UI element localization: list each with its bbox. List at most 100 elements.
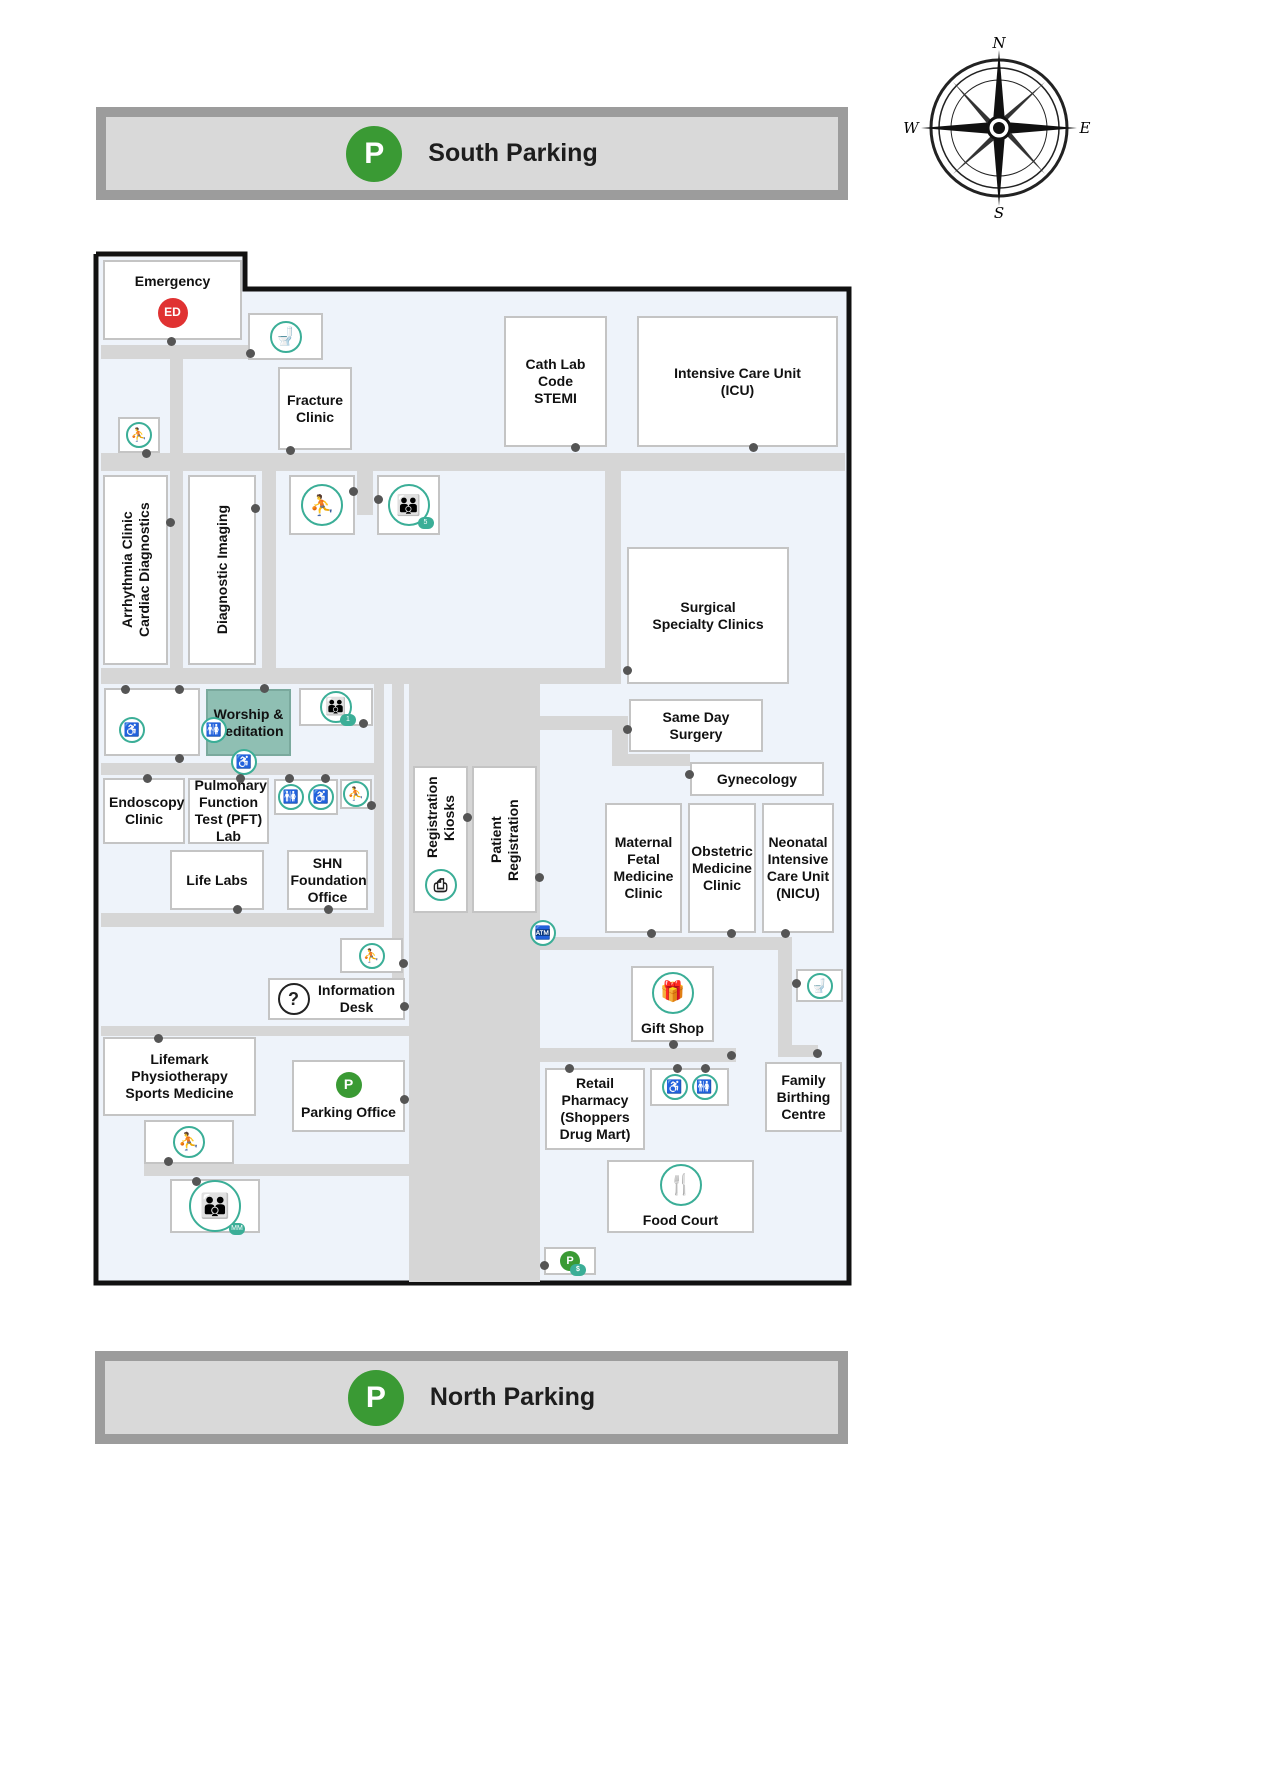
surgical-specialty-clinics[interactable]: Surgical Specialty Clinics xyxy=(627,547,789,684)
obstetric-label: Obstetric Medicine Clinic xyxy=(691,842,753,893)
accessible-icon: ♿ xyxy=(231,749,257,775)
north-parking-label: North Parking xyxy=(429,1383,596,1411)
building-outline xyxy=(93,251,852,1286)
patient-reg-label: Patient Registration xyxy=(487,798,521,881)
washroom-icon: 🚻 xyxy=(691,1074,718,1100)
atm-box[interactable]: 🏧 xyxy=(528,919,558,947)
compass-e: E xyxy=(1079,119,1091,137)
food-court[interactable]: 🍴 Food Court xyxy=(607,1160,754,1233)
worship-label: Worship & Meditation xyxy=(213,705,284,739)
shn-label: SHN Foundation Office xyxy=(290,854,367,905)
shn-foundation[interactable]: SHN Foundation Office xyxy=(287,850,368,910)
patient-registration[interactable]: Patient Registration xyxy=(472,766,537,913)
elevator-icon: 👪 1 xyxy=(320,691,356,726)
pft-lab[interactable]: Pulmonary Function Test (PFT) Lab xyxy=(188,777,269,844)
food-icon: 🍴 xyxy=(659,1164,702,1206)
parking-office[interactable]: P Parking Office xyxy=(292,1060,405,1132)
arrhythmia-label: Arrhythmia Clinic Cardiac Diagnostics xyxy=(118,502,152,638)
emergency-label: Emergency xyxy=(134,272,211,289)
obstetric-medicine[interactable]: Obstetric Medicine Clinic xyxy=(688,803,756,933)
atm-icon: 🏧 xyxy=(530,920,556,946)
stairs-icon: ⛹ xyxy=(126,422,152,448)
food-court-label: Food Court xyxy=(642,1212,719,1228)
emergency-room[interactable]: Emergency ED xyxy=(103,260,242,340)
imaging-label: Diagnostic Imaging xyxy=(213,505,230,635)
washroom-icon: 🚻 xyxy=(201,717,227,743)
maternal-fetal-medicine[interactable]: Maternal Fetal Medicine Clinic xyxy=(605,803,682,933)
washroom-cluster-west[interactable]: ♿ 🚻 ♿ xyxy=(104,688,257,775)
stairs-box-info[interactable]: ⛹ xyxy=(340,938,403,973)
diagnostic-imaging[interactable]: Diagnostic Imaging xyxy=(188,475,256,665)
parking-icon: P xyxy=(347,1369,404,1426)
nicu-label: Neonatal Intensive Care Unit (NICU) xyxy=(766,834,830,901)
surgical-label: Surgical Specialty Clinics xyxy=(652,598,764,632)
compass-n: N xyxy=(991,34,1006,52)
reg-kiosks-label: Registration Kiosks xyxy=(423,776,457,858)
south-parking: P South Parking xyxy=(96,107,848,200)
endoscopy-label: Endoscopy Clinic xyxy=(109,794,185,827)
info-desk-label: Information Desk xyxy=(318,982,395,1015)
cath-lab[interactable]: Cath Lab Code STEMI xyxy=(504,316,607,447)
fracture-clinic-label: Fracture Clinic xyxy=(286,391,344,425)
washroom-box-east[interactable]: 🚽 xyxy=(796,969,843,1002)
accessible-icon: ♿ xyxy=(119,717,145,743)
washroom-cluster-south[interactable]: ♿ 🚻 xyxy=(650,1068,729,1106)
stairs-box-mid[interactable]: ⛹ xyxy=(340,779,372,809)
accessible-icon: ♿ xyxy=(661,1074,688,1100)
pay-station-box[interactable]: P $ xyxy=(544,1247,596,1276)
washroom-icon: 🚽 xyxy=(806,972,833,999)
compass-s: S xyxy=(994,204,1004,222)
parking-office-icon: P xyxy=(335,1071,362,1098)
emergency-icon: ED xyxy=(157,297,188,328)
icu[interactable]: Intensive Care Unit (ICU) xyxy=(637,316,838,447)
fracture-clinic[interactable]: Fracture Clinic xyxy=(278,367,352,450)
washroom-cluster-mid[interactable]: 🚻 ♿ xyxy=(274,779,338,815)
south-parking-label: South Parking xyxy=(428,139,598,167)
information-desk[interactable]: ? Information Desk xyxy=(268,978,405,1020)
pft-label: Pulmonary Function Test (PFT) Lab xyxy=(194,777,267,844)
life-labs-label: Life Labs xyxy=(186,871,248,888)
parking-office-label: Parking Office xyxy=(301,1103,396,1120)
family-birthing-centre[interactable]: Family Birthing Centre xyxy=(765,1062,842,1132)
icu-label: Intensive Care Unit (ICU) xyxy=(674,364,801,398)
kiosk-icon: ⎙ xyxy=(424,869,457,901)
stairs-icon: ⛹ xyxy=(358,942,385,969)
cath-lab-label: Cath Lab Code STEMI xyxy=(525,356,586,406)
stairs-icon: ⛹ xyxy=(301,484,343,526)
elevator-box-mm[interactable]: 👪 MM xyxy=(170,1179,260,1235)
same-day-surgery[interactable]: Same Day Surgery xyxy=(629,699,763,752)
stairs-box-sw[interactable]: ⛹ xyxy=(144,1120,234,1164)
compass-rose: N S W E xyxy=(903,34,1091,222)
washroom-box-top[interactable]: 🚽 xyxy=(248,313,323,360)
maternal-label: Maternal Fetal Medicine Clinic xyxy=(613,834,674,901)
lifemark-physiotherapy[interactable]: Lifemark Physiotherapy Sports Medicine xyxy=(103,1037,256,1116)
elevator-icon: 👪 MM xyxy=(189,1180,245,1235)
pay-station-icon: P $ xyxy=(560,1251,586,1276)
info-icon: ? xyxy=(277,983,310,1015)
stairs-box-center[interactable]: ⛹ xyxy=(289,475,355,535)
gift-shop-label: Gift Shop xyxy=(641,1019,704,1036)
retail-pharmacy[interactable]: Retail Pharmacy (Shoppers Drug Mart) xyxy=(545,1068,645,1150)
north-parking: P North Parking xyxy=(95,1351,848,1444)
gynecology[interactable]: Gynecology xyxy=(690,762,824,796)
registration-kiosks[interactable]: Registration Kiosks ⎙ xyxy=(413,766,468,913)
nicu[interactable]: Neonatal Intensive Care Unit (NICU) xyxy=(762,803,834,933)
stairs-icon: ⛹ xyxy=(173,1126,205,1158)
accessible-icon: ♿ xyxy=(308,784,334,810)
family-birthing-label: Family Birthing Centre xyxy=(776,1071,831,1122)
stairs-box-nw[interactable]: ⛹ xyxy=(118,417,160,453)
compass-w: W xyxy=(903,119,920,137)
lifemark-label: Lifemark Physiotherapy Sports Medicine xyxy=(125,1051,234,1101)
washroom-icon: 🚻 xyxy=(278,784,304,810)
arrhythmia-clinic[interactable]: Arrhythmia Clinic Cardiac Diagnostics xyxy=(103,475,168,665)
elevator-box-5[interactable]: 👪 5 xyxy=(377,475,440,535)
gift-shop[interactable]: 🎁 Gift Shop xyxy=(631,966,714,1042)
life-labs[interactable]: Life Labs xyxy=(170,850,264,910)
elevator-icon: 👪 5 xyxy=(387,484,434,529)
endoscopy-clinic[interactable]: Endoscopy Clinic xyxy=(103,778,185,844)
pharmacy-label: Retail Pharmacy (Shoppers Drug Mart) xyxy=(559,1075,631,1142)
gift-icon: 🎁 xyxy=(651,971,694,1014)
same-day-label: Same Day Surgery xyxy=(662,708,730,742)
washroom-icon: 🚽 xyxy=(269,320,302,353)
stairs-icon: ⛹ xyxy=(343,781,369,807)
